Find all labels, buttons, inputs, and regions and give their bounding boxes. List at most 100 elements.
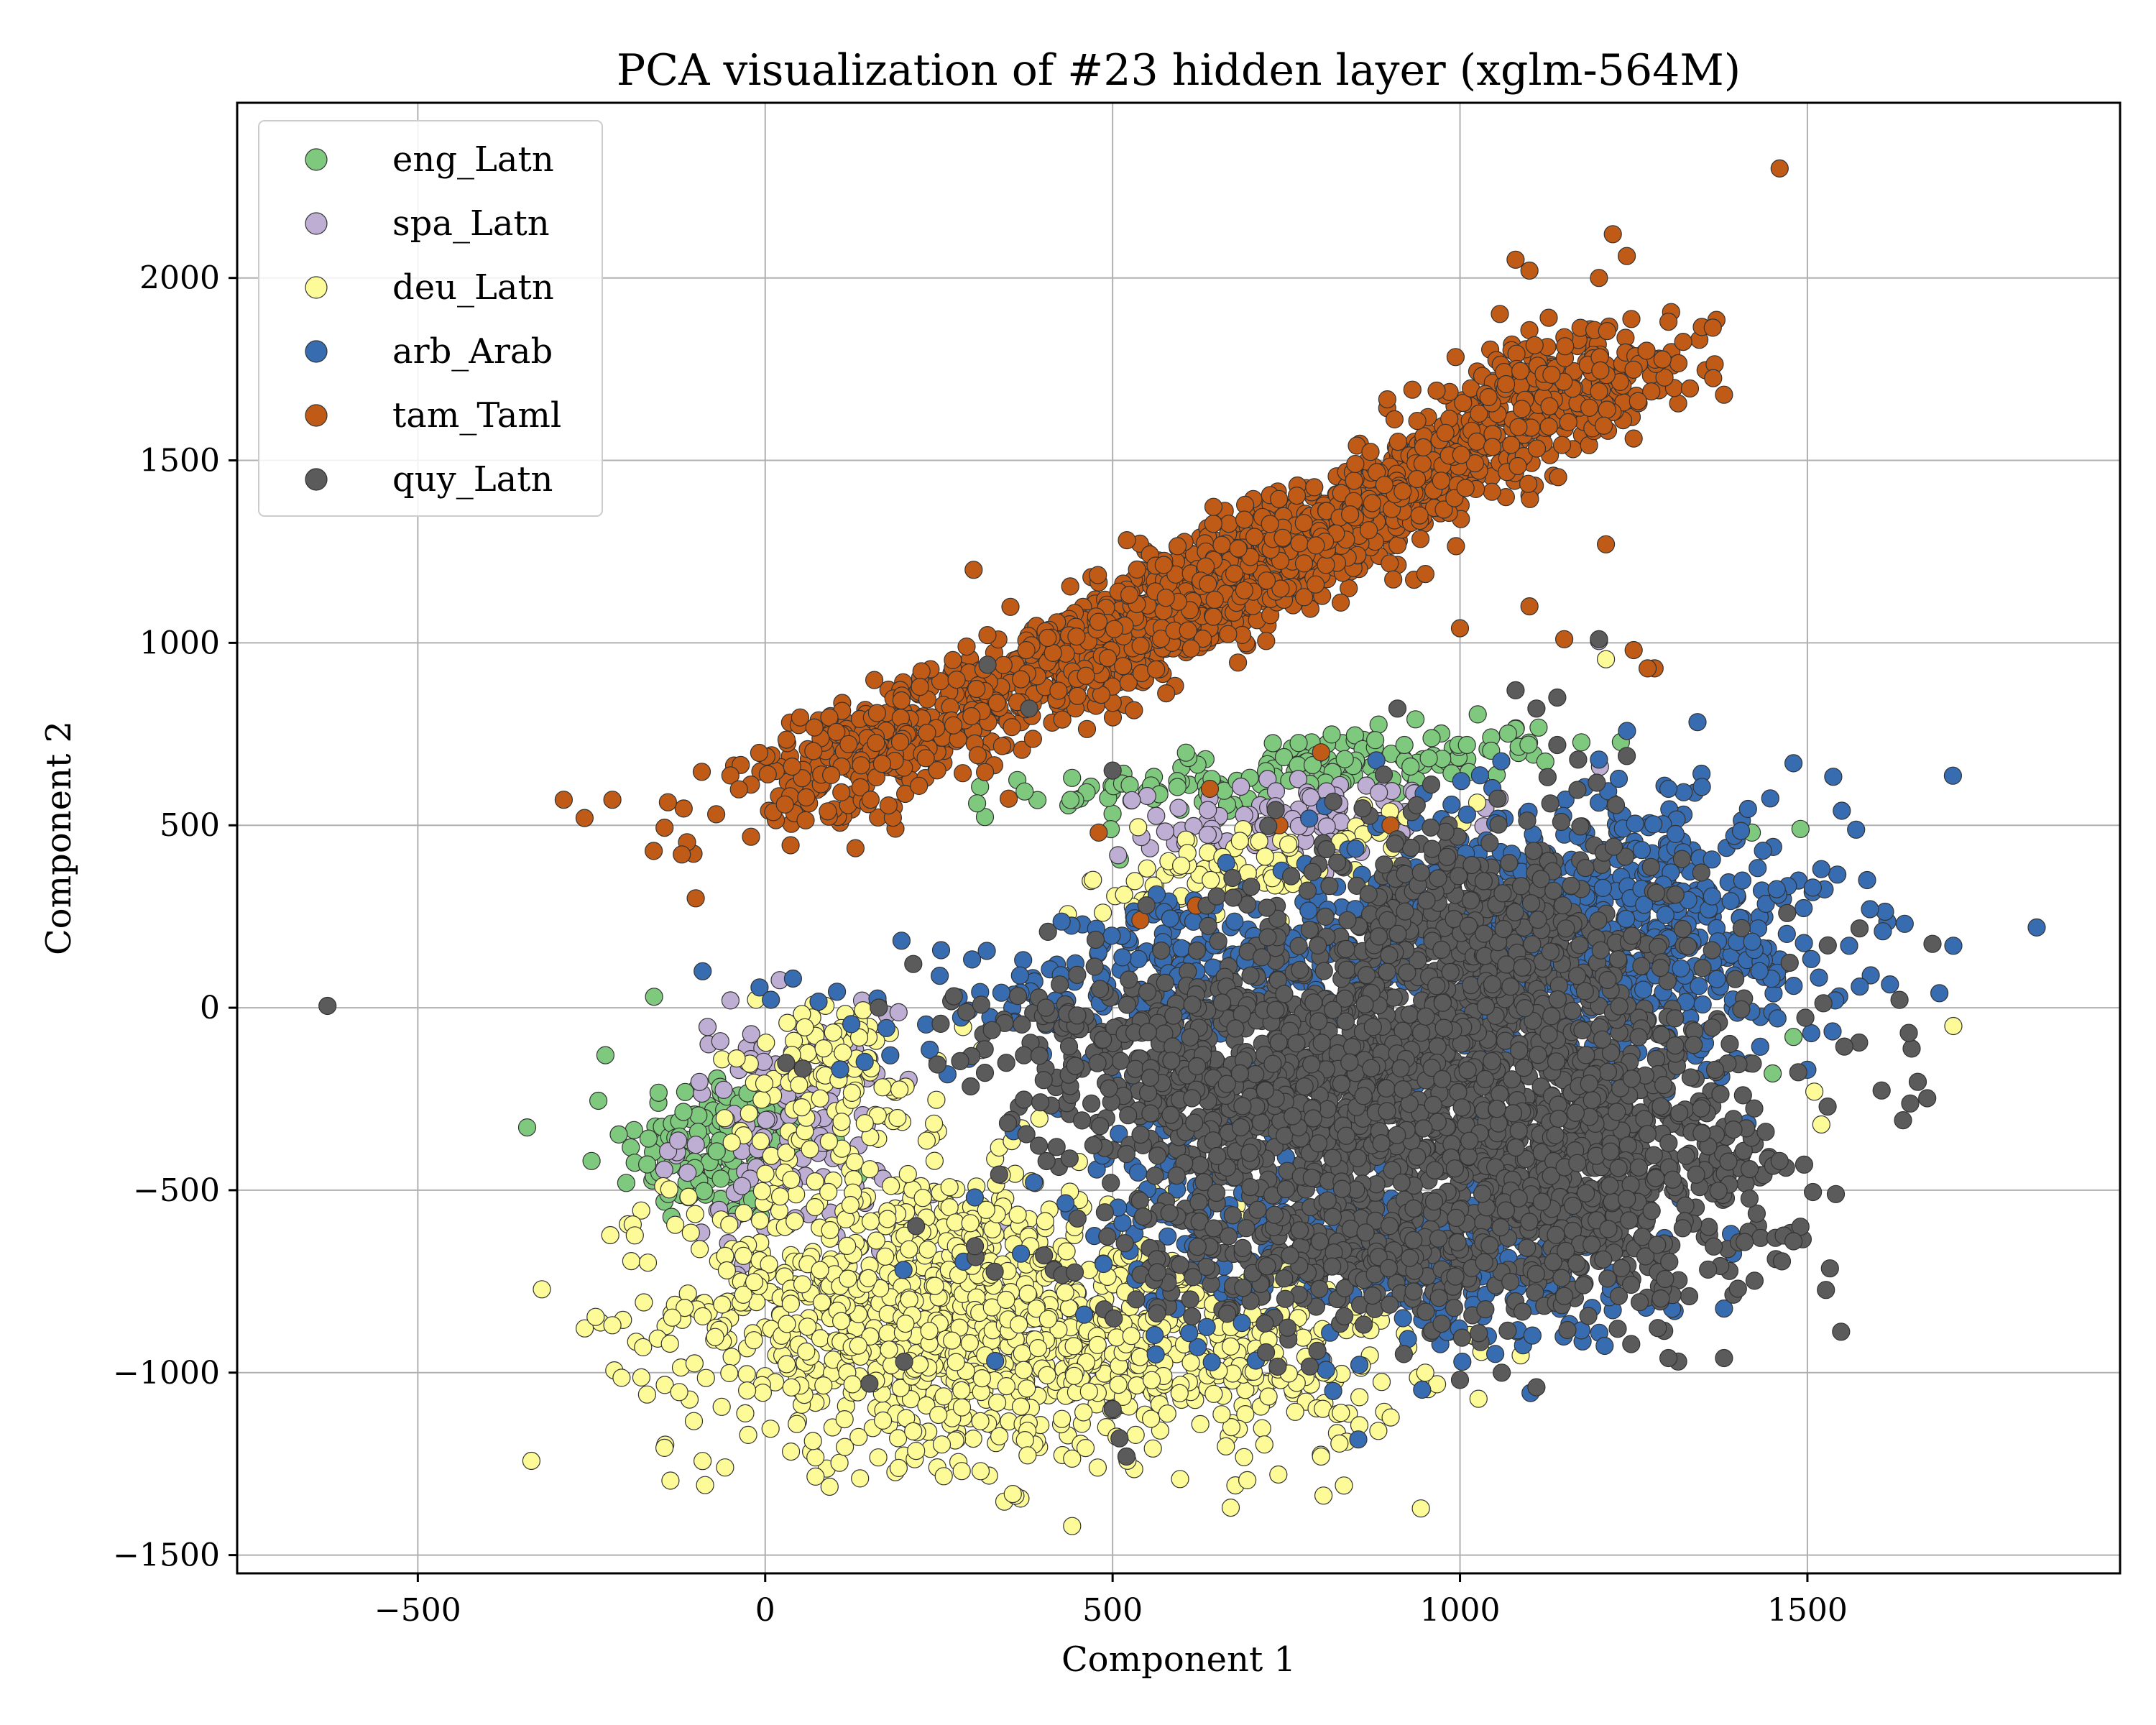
point-deu_Latn	[867, 1231, 885, 1250]
point-arb_Arab	[1795, 898, 1813, 918]
point-deu_Latn	[793, 1098, 811, 1117]
point-eng_Latn	[1365, 731, 1385, 750]
point-eng_Latn	[967, 794, 987, 813]
point-deu_Latn	[736, 1404, 755, 1423]
point-arb_Arab	[1858, 870, 1876, 890]
point-eng_Latn	[975, 808, 995, 827]
point-arb_Arab	[1876, 902, 1894, 921]
point-deu_Latn	[1171, 1470, 1189, 1489]
point-tam_Taml	[1105, 620, 1124, 638]
point-arb_Arab	[1492, 752, 1511, 770]
point-deu_Latn	[655, 1438, 674, 1458]
point-deu_Latn	[1812, 1115, 1830, 1134]
point-deu_Latn	[849, 1427, 868, 1446]
point-deu_Latn	[740, 1104, 758, 1123]
point-eng_Latn	[1395, 735, 1414, 755]
point-deu_Latn	[522, 1451, 541, 1471]
point-deu_Latn	[880, 1340, 898, 1359]
point-arb_Arab	[1457, 805, 1477, 824]
point-deu_Latn	[782, 1170, 801, 1189]
point-arb_Arab	[1851, 977, 1869, 996]
point-deu_Latn	[843, 1375, 862, 1394]
point-arb_Arab	[1202, 1353, 1221, 1371]
point-deu_Latn	[734, 1203, 753, 1223]
point-eng_Latn	[517, 1118, 537, 1137]
point-deu_Latn	[960, 1333, 980, 1353]
point-eng_Latn	[582, 1151, 601, 1170]
point-arb_Arab	[1708, 970, 1726, 988]
point-arb_Arab	[694, 962, 712, 980]
point-arb_Arab	[892, 932, 911, 950]
point-deu_Latn	[1059, 1299, 1079, 1317]
point-arb_Arab	[783, 969, 803, 988]
point-arb_Arab	[1590, 750, 1608, 769]
point-arb_Arab	[1674, 783, 1693, 801]
point-eng_Latn	[637, 1155, 657, 1174]
point-deu_Latn	[1171, 856, 1191, 875]
point-tam_Taml	[1125, 701, 1143, 719]
point-deu_Latn	[1115, 886, 1133, 904]
point-deu_Latn	[685, 1354, 704, 1373]
point-eng_Latn	[676, 1082, 695, 1101]
point-eng_Latn	[649, 1083, 668, 1102]
point-deu_Latn	[1279, 835, 1298, 854]
point-arb_Arab	[1523, 1326, 1542, 1345]
point-arb_Arab	[977, 942, 996, 960]
point-deu_Latn	[801, 1140, 819, 1159]
point-deu_Latn	[753, 1384, 773, 1402]
point-deu_Latn	[793, 1275, 812, 1294]
point-deu_Latn	[1253, 1419, 1271, 1438]
point-deu_Latn	[1369, 1422, 1388, 1440]
point-deu_Latn	[1109, 1375, 1128, 1394]
point-deu_Latn	[694, 1307, 712, 1326]
point-deu_Latn	[734, 1246, 753, 1265]
point-arb_Arab	[1731, 822, 1751, 840]
point-tam_Taml	[1098, 648, 1118, 668]
point-arb_Arab	[842, 1015, 861, 1034]
point-eng_Latn	[1289, 734, 1308, 753]
point-deu_Latn	[1013, 1344, 1031, 1363]
point-deu_Latn	[770, 1187, 790, 1206]
point-deu_Latn	[756, 1164, 775, 1183]
point-arb_Arab	[1943, 766, 1962, 785]
point-arb_Arab	[1486, 1345, 1505, 1363]
point-tam_Taml	[1257, 632, 1276, 650]
point-deu_Latn	[920, 1322, 939, 1340]
point-deu_Latn	[1202, 870, 1220, 890]
point-deu_Latn	[1057, 1242, 1076, 1261]
point-deu_Latn	[601, 1225, 619, 1245]
point-deu_Latn	[1074, 1403, 1093, 1422]
point-deu_Latn	[1038, 1310, 1058, 1328]
point-eng_Latn	[1263, 734, 1282, 753]
point-deu_Latn	[943, 1331, 962, 1350]
point-arb_Arab	[1812, 860, 1830, 878]
point-deu_Latn	[533, 1280, 551, 1299]
point-arb_Arab	[930, 966, 949, 985]
point-deu_Latn	[900, 1240, 918, 1259]
point-eng_Latn	[1419, 749, 1438, 768]
point-spa_Latn	[1169, 799, 1188, 817]
point-deu_Latn	[971, 1412, 990, 1430]
point-deu_Latn	[716, 1458, 734, 1477]
point-arb_Arab	[1751, 1037, 1769, 1056]
point-arb_Arab	[1688, 713, 1707, 732]
point-arb_Arab	[1754, 841, 1772, 860]
point-tam_Taml	[781, 836, 800, 855]
point-arb_Arab	[1172, 939, 1191, 957]
point-deu_Latn	[665, 1215, 685, 1234]
point-arb_Arab	[1413, 1380, 1432, 1399]
point-deu_Latn	[888, 1108, 907, 1128]
point-spa_Latn	[711, 1032, 729, 1051]
point-deu_Latn	[824, 1023, 842, 1042]
point-deu_Latn	[1269, 1465, 1288, 1484]
point-deu_Latn	[797, 1342, 816, 1361]
point-deu_Latn	[888, 1429, 908, 1448]
point-spa_Latn	[1199, 801, 1217, 819]
point-deu_Latn	[881, 1177, 900, 1195]
point-arb_Arab	[1749, 859, 1767, 878]
point-arb_Arab	[1609, 769, 1628, 788]
point-deu_Latn	[722, 1348, 741, 1366]
point-spa_Latn	[1138, 786, 1156, 806]
point-deu_Latn	[676, 1298, 694, 1317]
point-eng_Latn	[1061, 791, 1080, 809]
